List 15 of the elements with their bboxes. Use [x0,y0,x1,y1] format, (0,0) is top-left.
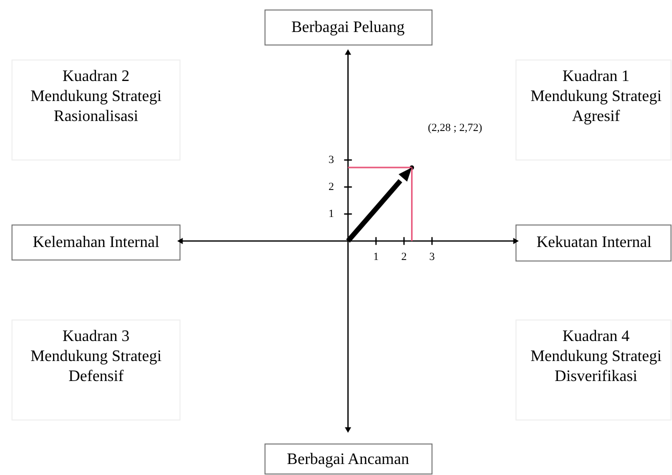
text: Kuadran 4 Mendukung Strategi Disverifikasi [530,328,662,385]
text: Kelemahan Internal [32,234,160,251]
text: Kekuatan Internal [536,234,652,251]
text: Kuadran 3 Mendukung Strategi Defensif [30,328,162,385]
text: Kuadran 1 Mendukung Strategi Agresif [530,68,662,125]
annotation: (2,28 ; 2,72) [428,122,483,134]
y-tick-label: 3 [328,154,334,166]
y-tick-label: 1 [328,208,334,220]
x-tick-label: 3 [429,251,436,263]
text: Berbagai Peluang [291,19,405,36]
y-tick-label: 2 [328,181,334,193]
text: Kuadran 2 Mendukung Strategi Rasionalisasi [30,68,162,125]
x-tick-label: 1 [373,251,379,263]
x-tick-label: 2 [401,251,407,263]
text: Berbagai Ancaman [286,451,410,468]
